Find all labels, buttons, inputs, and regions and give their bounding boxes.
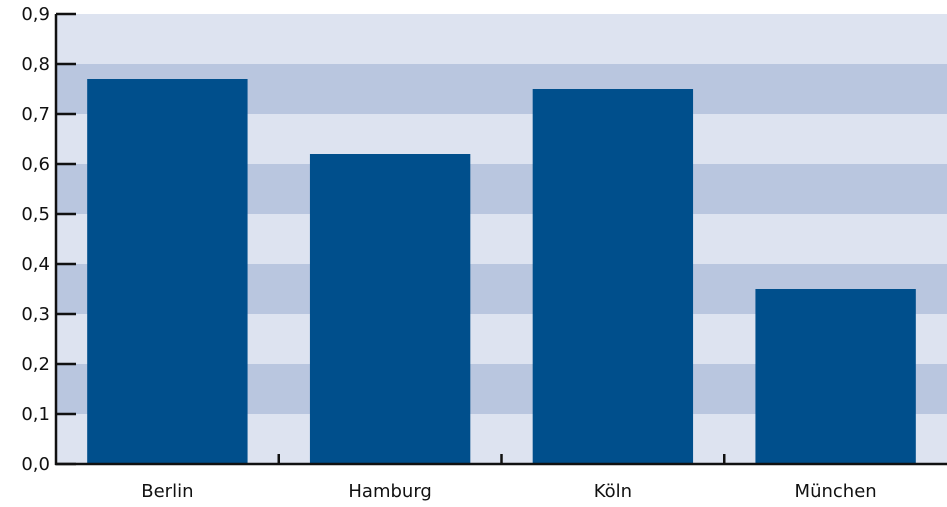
axes (54, 12, 947, 466)
y-tick-label: 0,3 (21, 304, 50, 325)
category-label: Berlin (141, 481, 193, 502)
y-tick-label: 0,6 (21, 154, 50, 175)
bar-köln (532, 89, 694, 464)
y-tick-label: 0,9 (21, 4, 50, 25)
y-tick-label: 0,7 (21, 104, 50, 125)
bar-münchen (755, 289, 916, 464)
category-label: Köln (594, 481, 632, 502)
y-tick-label: 0,8 (21, 54, 50, 75)
y-tick-label: 0,0 (21, 454, 50, 475)
bars (87, 79, 916, 464)
y-tick-labels: 0,0 0,1 0,2 0,3 0,4 0,5 0,6 0,7 0,8 0,9 (21, 4, 50, 475)
category-label: München (795, 481, 877, 502)
y-tick-label: 0,5 (21, 204, 50, 225)
y-tick-label: 0,2 (21, 354, 50, 375)
y-tick-label: 0,1 (21, 404, 50, 425)
y-tick-label: 0,4 (21, 254, 50, 275)
bar-hamburg (309, 154, 471, 464)
category-labels: Berlin Hamburg Köln München (141, 481, 876, 502)
category-label: Hamburg (348, 481, 431, 502)
grid-band (56, 14, 947, 64)
bar-berlin (87, 79, 248, 464)
